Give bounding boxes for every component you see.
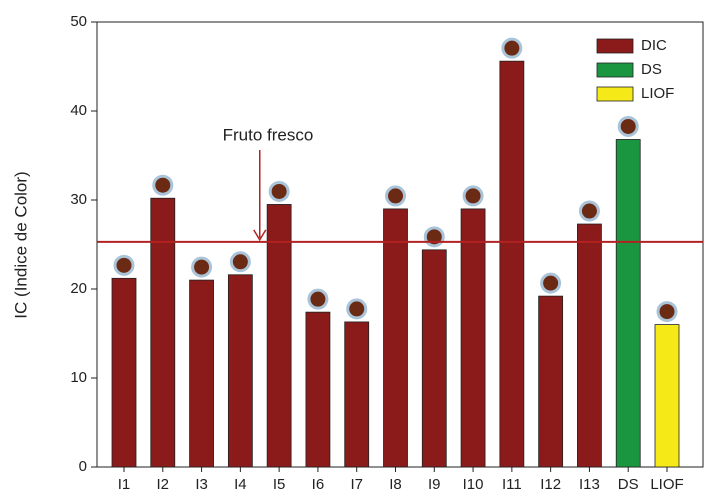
arrow-head [253, 229, 267, 242]
fruit-photo [152, 174, 174, 196]
annotation: Fruto fresco [223, 125, 314, 144]
bar [615, 139, 641, 468]
bar [383, 208, 408, 468]
y-tick-label: 30 [70, 191, 87, 208]
bar [150, 197, 176, 468]
bar [577, 223, 602, 468]
x-tick-label: I12 [540, 476, 561, 493]
x-tick-label: I1 [118, 476, 131, 493]
x-tick-label: I2 [157, 476, 170, 493]
bar [189, 279, 214, 468]
x-tick-label: DS [618, 476, 639, 493]
fruit-photo [462, 185, 484, 207]
legend-label: DS [641, 61, 662, 78]
y-axis-label: IC (Indice de Color) [11, 171, 30, 318]
x-tick-label: I11 [502, 476, 522, 493]
legend-swatch [596, 86, 634, 102]
fruit-photo [578, 200, 600, 222]
fruit-photo [540, 272, 562, 294]
fruit-photo [229, 251, 251, 273]
y-tick-label: 10 [70, 369, 87, 386]
fruit-photo [191, 256, 213, 278]
x-tick-label: I10 [463, 476, 484, 493]
fruit-photo [617, 115, 639, 137]
bar [499, 60, 525, 468]
fruit-photo [656, 301, 678, 323]
y-tick-label: 0 [79, 458, 87, 475]
y-tick-label: 40 [70, 102, 87, 119]
x-tick-label: LIOF [650, 476, 683, 493]
bar [421, 249, 447, 468]
bar [460, 208, 486, 468]
x-tick-label: I6 [312, 476, 325, 493]
x-tick-label: I4 [234, 476, 247, 493]
y-tick-label: 50 [70, 13, 87, 30]
bar [654, 324, 680, 468]
legend-label: DIC [641, 37, 667, 54]
fruit-photo [268, 180, 290, 202]
fruit-photo [385, 185, 406, 207]
legend-swatch [596, 62, 634, 78]
x-tick-label: I9 [428, 476, 441, 493]
x-tick-label: I3 [195, 476, 208, 493]
bar [305, 311, 331, 468]
fruit-photo [346, 298, 368, 320]
fruit-photo [423, 226, 445, 248]
fruit-photo [501, 37, 523, 59]
bar [344, 321, 370, 468]
bar [538, 295, 564, 468]
bar [111, 277, 137, 468]
fruit-photo [307, 288, 329, 310]
bar [227, 274, 253, 468]
x-tick-label: I8 [389, 476, 402, 493]
x-tick-label: I7 [350, 476, 363, 493]
y-tick-label: 20 [70, 280, 87, 297]
x-tick-label: I5 [273, 476, 286, 493]
x-tick-label: I13 [579, 476, 600, 493]
legend-swatch [596, 38, 634, 54]
fruit-photo [113, 254, 135, 276]
bar [266, 204, 292, 468]
legend-label: LIOF [641, 85, 674, 102]
